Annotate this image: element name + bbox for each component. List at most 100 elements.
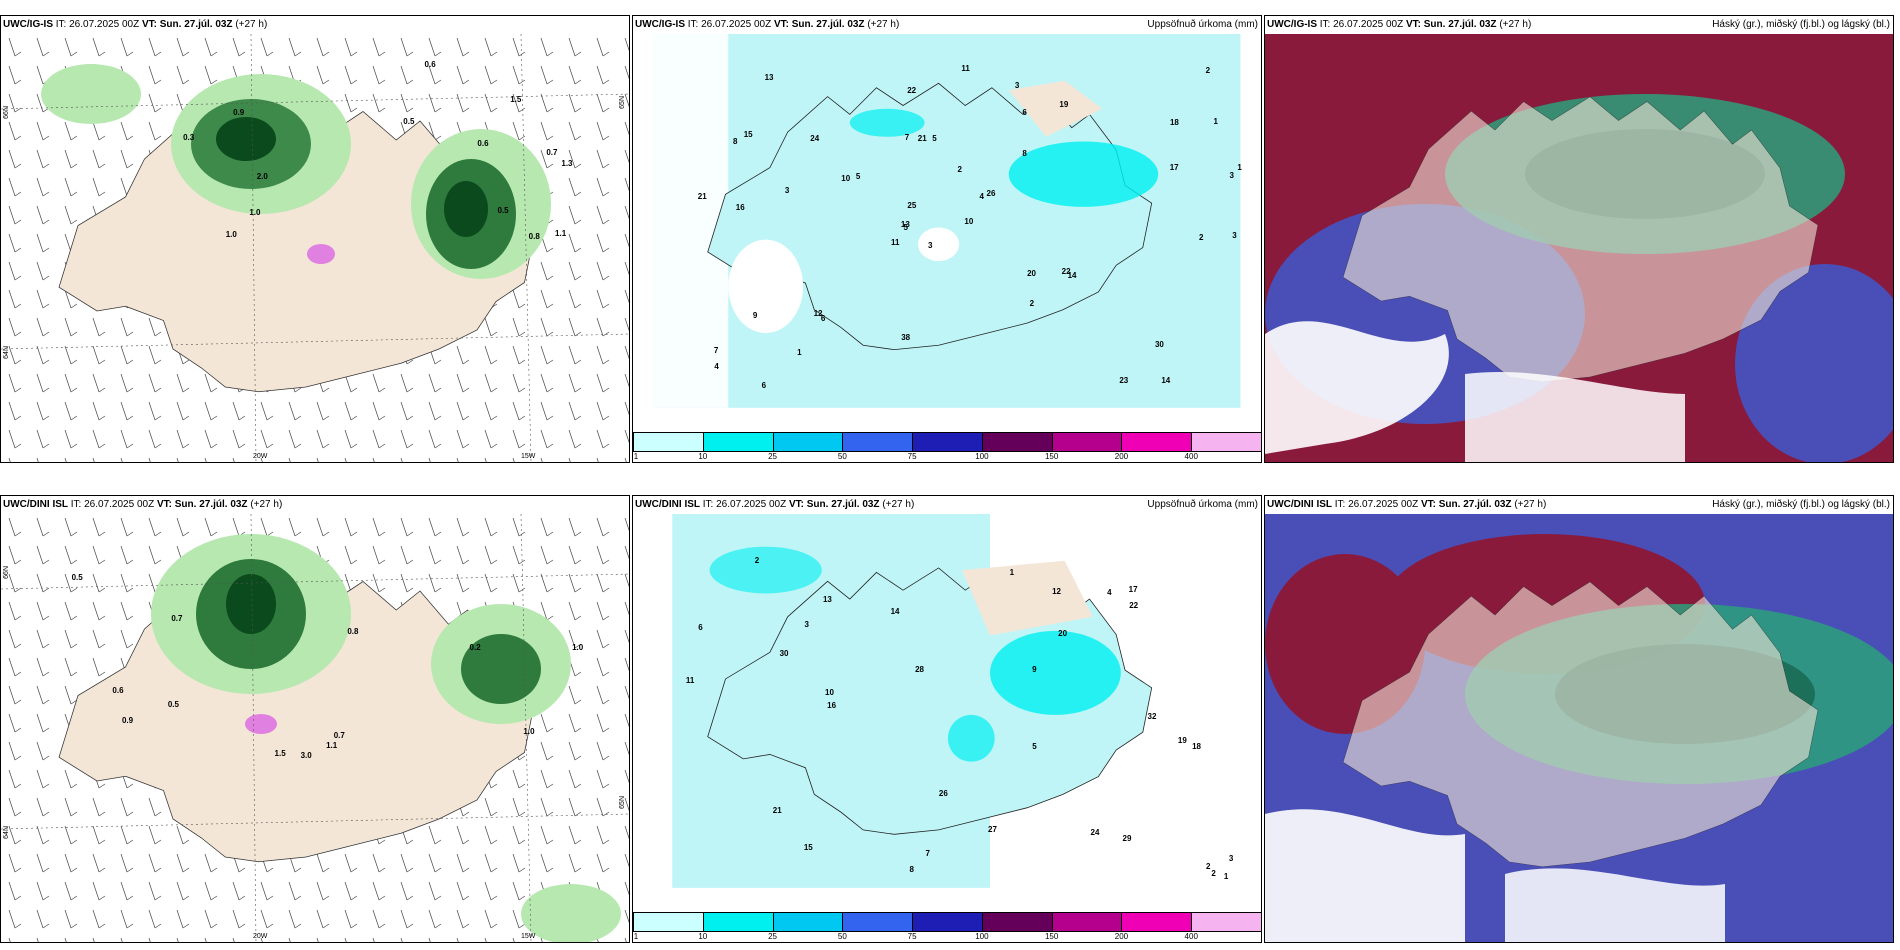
map-value-label: 8	[909, 865, 914, 875]
map-value-label: 3	[1232, 230, 1237, 240]
map-value-label: 14	[1161, 376, 1171, 386]
map-value-label: 1.5	[510, 94, 522, 104]
map-value-label: 0.9	[121, 716, 134, 726]
map-value-label: 2	[1199, 233, 1204, 243]
map-value-label: 1	[1223, 872, 1229, 882]
colorbar-segment	[842, 913, 913, 931]
colorbar-segment	[1051, 433, 1122, 451]
precip-colorbar	[633, 432, 1261, 452]
map-precip-bottom[interactable]	[633, 514, 1261, 914]
colorbar-segment	[702, 913, 773, 931]
map-value-label: 19	[1059, 99, 1069, 109]
map-value-label: 12	[1052, 586, 1061, 596]
map-value-label: 1	[1009, 568, 1015, 578]
colorbar-label: 400	[1184, 932, 1198, 941]
map-value-label: 1	[797, 347, 802, 357]
panel-header: UWC/DINI ISL IT: 26.07.2025 00Z VT: Sun.…	[635, 499, 915, 510]
map-value-label: 29	[1122, 834, 1132, 844]
map-value-label: 24	[810, 134, 820, 144]
map-value-label: 0.8	[347, 627, 359, 637]
map-value-label: 0.5	[403, 116, 415, 126]
map-value-label: 24	[1090, 827, 1100, 837]
lat-label-66n: 66N	[3, 106, 10, 119]
map-value-label: 1.1	[326, 741, 338, 751]
map-value-label: 9	[1032, 665, 1037, 675]
colorbar-segment	[1191, 433, 1261, 451]
map-cloud-top[interactable]	[1, 34, 629, 462]
map-value-label: 0.6	[477, 139, 489, 149]
map-value-label: 3.0	[300, 751, 312, 760]
map-value-label: 14	[890, 606, 900, 616]
map-value-label: 2	[754, 556, 760, 566]
map-value-label: 5	[932, 133, 937, 143]
panel-cloudtype-bottom: UWC/DINI ISL IT: 26.07.2025 00Z VT: Sun.…	[1264, 495, 1894, 943]
colorbar-label: 100	[975, 932, 989, 941]
map-value-label: 3	[784, 185, 790, 195]
map-value-label: 1.0	[249, 208, 261, 218]
cloud-title: Hásk​ý (gr.), miðsk​ý (fj.bl.) og lágsk​…	[1712, 499, 1890, 510]
colorbar-label: 200	[1114, 932, 1129, 941]
map-value-label: 19	[1177, 736, 1187, 746]
colorbar-segment	[772, 433, 843, 451]
map-value-label: 0.8	[528, 231, 540, 241]
map-value-label: 22	[1061, 267, 1071, 277]
lat-label-64n: 64N	[3, 346, 10, 359]
map-value-label: 10	[964, 216, 974, 226]
precip-title: Uppsöfnuð úrkoma (mm)	[1147, 499, 1258, 510]
map-value-label: 0.5	[167, 700, 179, 710]
panel-cloud-green-bottom: UWC/DINI ISL IT: 26.07.2025 00Z VT: Sun.…	[0, 495, 630, 943]
map-value-label: 21	[917, 133, 927, 143]
lat-label-66n: 66N	[3, 566, 10, 579]
colorbar-label: 75	[907, 932, 917, 941]
map-value-label: 26	[938, 789, 948, 799]
map-value-label: 9	[752, 311, 758, 321]
colorbar-label: 150	[1044, 452, 1059, 461]
colorbar-segment	[1121, 913, 1192, 931]
map-value-label: 11	[891, 237, 900, 247]
colorbar-segment	[981, 433, 1052, 451]
map-value-label: 1.0	[572, 643, 584, 653]
map-value-label: 2	[1206, 861, 1211, 871]
map-value-label: 1.3	[561, 159, 573, 169]
map-value-label: 3	[1014, 81, 1020, 91]
map-value-label: 7	[713, 346, 719, 356]
map-value-label: 15	[743, 129, 753, 139]
map-value-label: 8	[1022, 148, 1027, 158]
colorbar-segment	[633, 913, 703, 931]
map-precip-top[interactable]	[633, 34, 1261, 434]
map-value-label: 13	[822, 595, 832, 605]
colorbar-label: 10	[698, 452, 708, 461]
map-cloud-bottom[interactable]	[1, 514, 629, 942]
lon-label-20w: 20W	[253, 933, 268, 940]
map-value-label: 27	[988, 825, 997, 834]
precip-title: Uppsöfnuð úrkoma (mm)	[1147, 19, 1258, 30]
lat-label-65n: 65N	[619, 96, 626, 109]
map-value-label: 18	[1169, 118, 1179, 128]
map-cloudtype-top[interactable]	[1265, 34, 1893, 462]
map-value-label: 11	[961, 63, 970, 73]
map-value-label: 14	[1067, 271, 1077, 281]
map-value-label: 6	[761, 381, 767, 391]
panel-cloud-green-top: UWC/IG-IS IT: 26.07.2025 00Z VT: Sun. 27…	[0, 15, 630, 463]
panel-header: UWC/IG-IS IT: 26.07.2025 00Z VT: Sun. 27…	[3, 19, 268, 30]
map-cloudtype-bottom[interactable]	[1265, 514, 1893, 942]
map-value-label: 4	[1107, 588, 1112, 598]
map-value-label: 0.5	[497, 205, 509, 215]
panel-cloudtype-top: UWC/IG-IS IT: 26.07.2025 00Z VT: Sun. 27…	[1264, 15, 1894, 463]
map-value-label: 4	[979, 191, 984, 201]
map-value-label: 11	[685, 675, 695, 685]
map-value-label: 8	[733, 136, 738, 146]
panel-precip-top: UWC/IG-IS IT: 26.07.2025 00Z VT: Sun. 27…	[632, 15, 1262, 463]
map-value-label: 0.7	[546, 148, 558, 158]
colorbar-segment	[772, 913, 843, 931]
map-value-label: 21	[697, 192, 707, 202]
colorbar-segment	[633, 433, 703, 451]
map-value-label: 1	[1237, 162, 1242, 172]
map-value-label: 17	[1169, 163, 1179, 173]
colorbar-label: 150	[1044, 932, 1059, 941]
map-value-label: 3	[804, 619, 809, 629]
map-value-label: 0.7	[171, 613, 183, 623]
map-value-label: 18	[1192, 742, 1201, 752]
colorbar-segment	[842, 433, 913, 451]
panel-header: UWC/DINI ISL IT: 26.07.2025 00Z VT: Sun.…	[1267, 499, 1547, 510]
